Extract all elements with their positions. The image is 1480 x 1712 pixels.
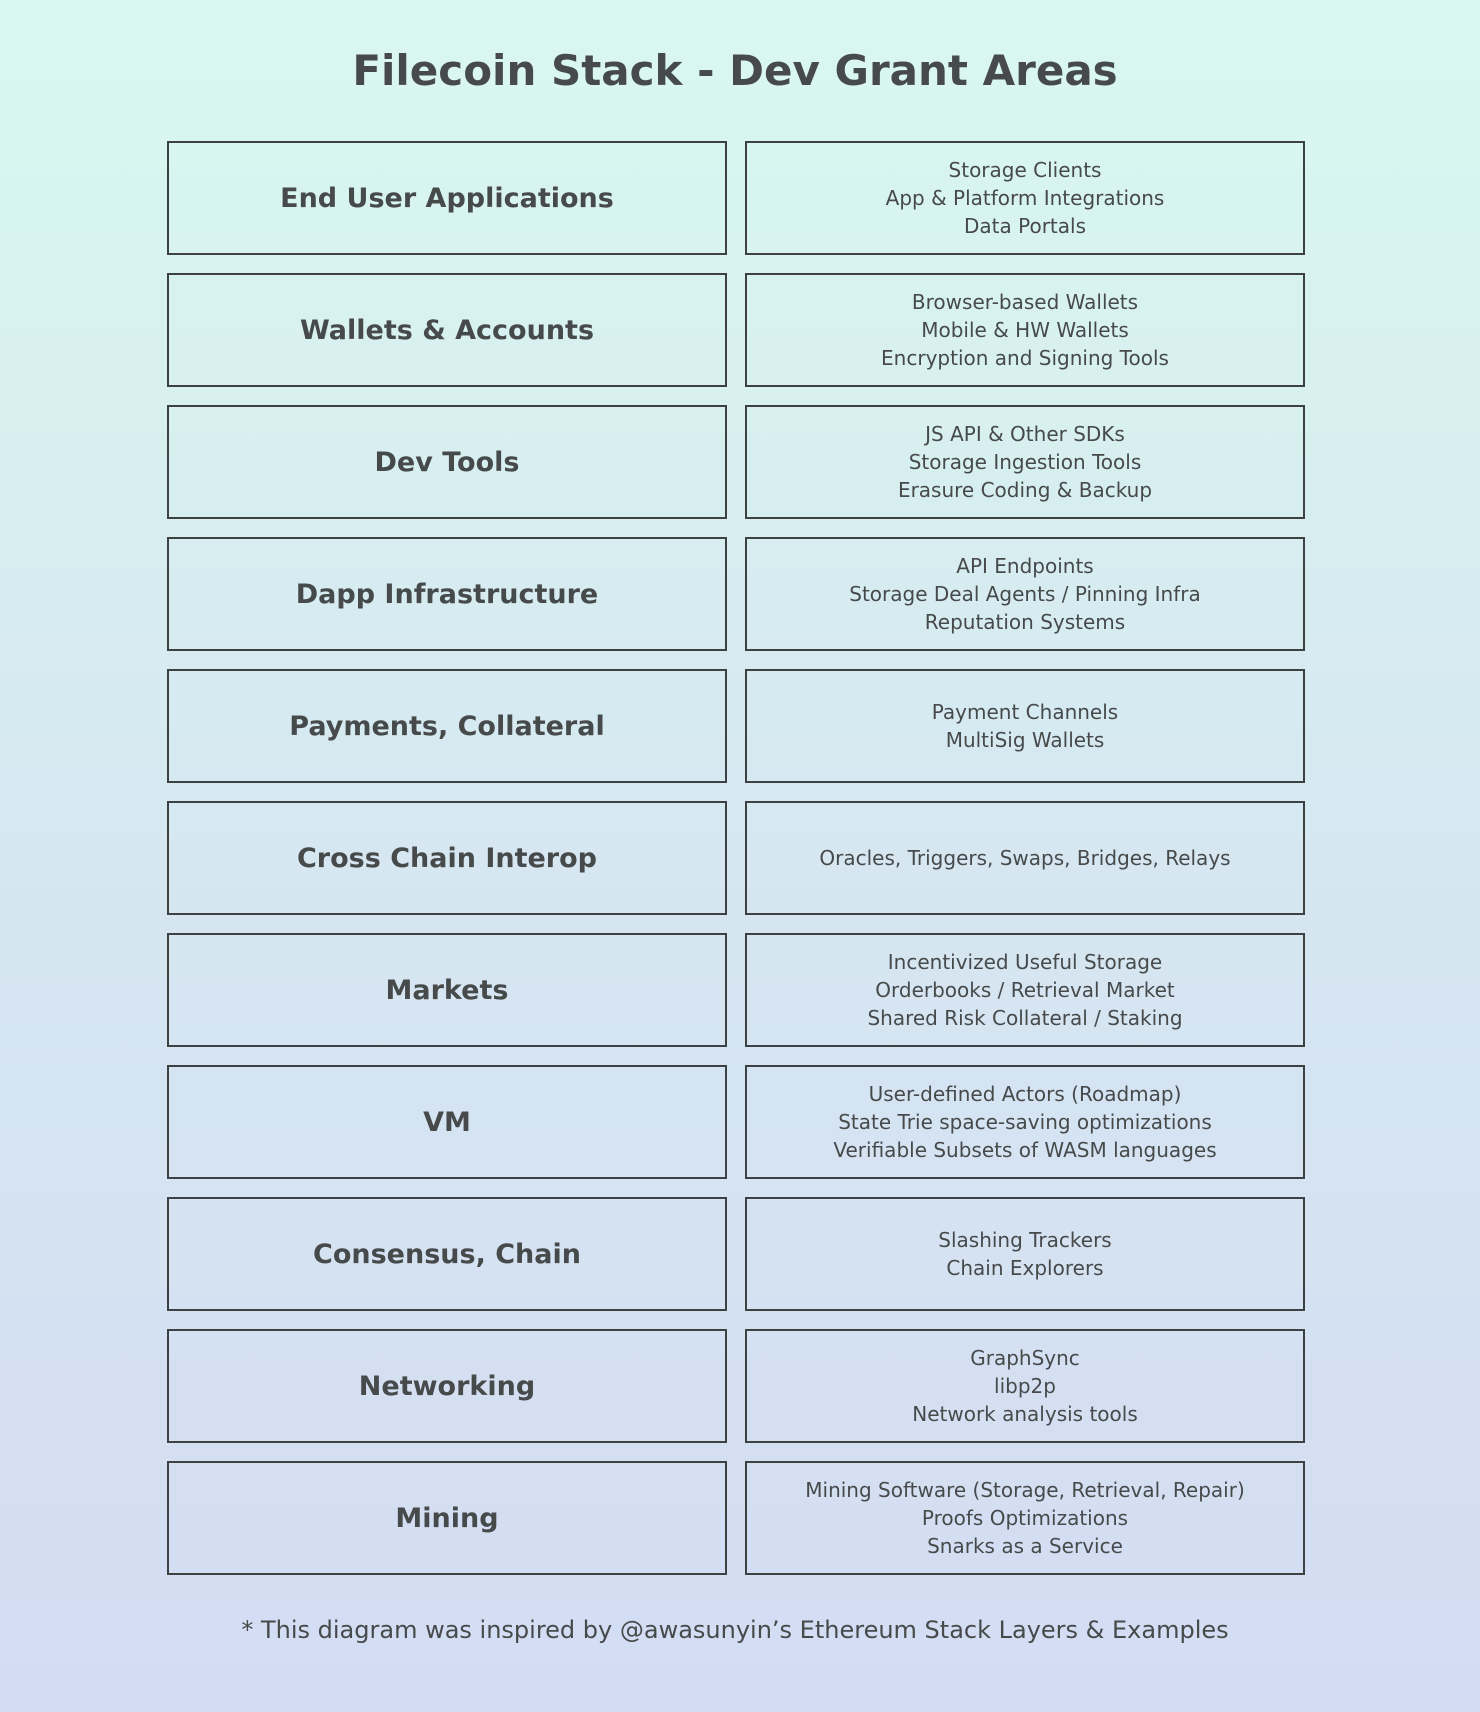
example-item: Erasure Coding & Backup — [897, 478, 1153, 502]
layer-examples-box: Oracles, Triggers, Swaps, Bridges, Relay… — [745, 801, 1305, 915]
stack-layer-row: Consensus, Chain Slashing Trackers Chain E… — [167, 1197, 1305, 1311]
example-item: Snarks as a Service — [927, 1534, 1123, 1558]
example-item: Oracles, Triggers, Swaps, Bridges, Relay… — [819, 846, 1231, 870]
stack-layer-row: Networking GraphSync libp2p Network analysi… — [167, 1329, 1305, 1443]
example-item: Mining Software (Storage, Retrieval, Rep… — [805, 1478, 1245, 1502]
layer-examples-box: API Endpoints Storage Deal Agents / Pinni… — [745, 537, 1305, 651]
stack-layer-row: Wallets & Accounts Browser-based Wallets M… — [167, 273, 1305, 387]
example-item: JS API & Other SDKs — [925, 422, 1125, 446]
example-item: Payment Channels — [931, 700, 1119, 724]
example-item: Network analysis tools — [912, 1402, 1138, 1426]
example-item: GraphSync — [970, 1346, 1080, 1370]
stack-layer-row: VM User-defined Actors (Roadmap) State Tri… — [167, 1065, 1305, 1179]
layer-name-box: Dev Tools — [167, 405, 727, 519]
layer-examples-box: Slashing Trackers Chain Explorers — [745, 1197, 1305, 1311]
layer-name-box: Cross Chain Interop — [167, 801, 727, 915]
example-item: Storage Ingestion Tools — [908, 450, 1142, 474]
example-item: Browser-based Wallets — [911, 290, 1139, 314]
layer-name-box: Consensus, Chain — [167, 1197, 727, 1311]
example-item: Storage Deal Agents / Pinning Infra — [849, 582, 1201, 606]
example-item: Shared Risk Collateral / Staking — [867, 1006, 1183, 1030]
layer-name-box: Dapp Infrastructure — [167, 537, 727, 651]
stack-layer-row: Mining Mining Software (Storage, Retrieva… — [167, 1461, 1305, 1575]
layer-name-box: Markets — [167, 933, 727, 1047]
example-item: Data Portals — [964, 214, 1086, 238]
layer-examples-box: GraphSync libp2p Network analysis tools — [745, 1329, 1305, 1443]
example-item: Proofs Optimizations — [921, 1506, 1129, 1530]
example-item: User-defined Actors (Roadmap) — [868, 1082, 1182, 1106]
layer-name-box: Wallets & Accounts — [167, 273, 727, 387]
layer-examples-box: Mining Software (Storage, Retrieval, Rep… — [745, 1461, 1305, 1575]
layer-name-box: Payments, Collateral — [167, 669, 727, 783]
layer-examples-box: JS API & Other SDKs Storage Ingestion Too… — [745, 405, 1305, 519]
example-item: libp2p — [994, 1374, 1056, 1398]
stack-layer-row: Dev Tools JS API & Other SDKs Storage Inge… — [167, 405, 1305, 519]
example-item: Orderbooks / Retrieval Market — [875, 978, 1175, 1002]
example-item: App & Platform Integrations — [885, 186, 1165, 210]
stack-layer-row: Cross Chain Interop Oracles, Triggers, Sw… — [167, 801, 1305, 915]
example-item: Chain Explorers — [946, 1256, 1104, 1280]
example-item: MultiSig Wallets — [945, 728, 1105, 752]
example-item: Storage Clients — [948, 158, 1102, 182]
example-item: Encryption and Signing Tools — [881, 346, 1169, 370]
layer-examples-box: Incentivized Useful Storage Orderbooks / … — [745, 933, 1305, 1047]
stack-layer-row: Markets Incentivized Useful Storage Orderb… — [167, 933, 1305, 1047]
example-item: Reputation Systems — [924, 610, 1126, 634]
layer-name-box: Networking — [167, 1329, 727, 1443]
example-item: State Trie space-saving optimizations — [838, 1110, 1212, 1134]
example-item: Slashing Trackers — [938, 1228, 1112, 1252]
layer-examples-box: User-defined Actors (Roadmap) State Trie … — [745, 1065, 1305, 1179]
layer-examples-box: Browser-based Wallets Mobile & HW Wallets… — [745, 273, 1305, 387]
layer-examples-box: Storage Clients App & Platform Integratio… — [745, 141, 1305, 255]
layer-name-box: VM — [167, 1065, 727, 1179]
example-item: API Endpoints — [956, 554, 1094, 578]
layer-examples-box: Payment Channels MultiSig Wallets — [745, 669, 1305, 783]
example-item: Mobile & HW Wallets — [921, 318, 1129, 342]
example-item: Verifiable Subsets of WASM languages — [833, 1138, 1217, 1162]
stack-layers: End User Applications Storage Clients App … — [167, 141, 1305, 1593]
example-item: Incentivized Useful Storage — [887, 950, 1163, 974]
footnote: * This diagram was inspired by @awasunyi… — [241, 1616, 1229, 1644]
layer-name-box: End User Applications — [167, 141, 727, 255]
page-title: Filecoin Stack - Dev Grant Areas — [352, 46, 1118, 95]
stack-layer-row: Payments, Collateral Payment Channels Mult… — [167, 669, 1305, 783]
stack-layer-row: Dapp Infrastructure API Endpoints Storage … — [167, 537, 1305, 651]
layer-name-box: Mining — [167, 1461, 727, 1575]
stack-layer-row: End User Applications Storage Clients App … — [167, 141, 1305, 255]
